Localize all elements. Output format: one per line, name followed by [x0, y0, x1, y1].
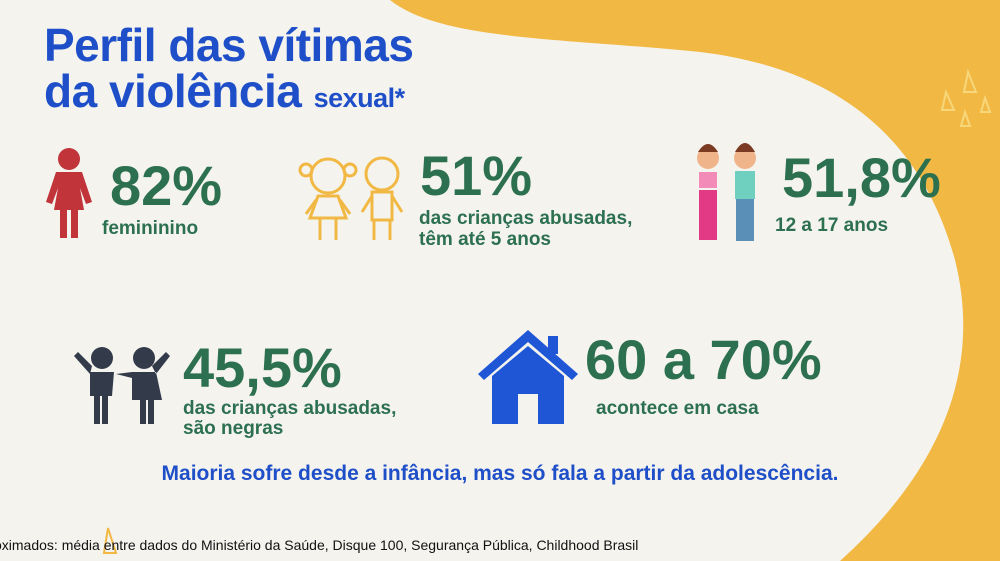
source-footnote: oximados: média entre dados do Ministéri… — [0, 537, 639, 553]
title-line-1: Perfil das vítimas — [44, 19, 414, 71]
page-title: Perfil das vítimas da violência sexual* — [44, 19, 414, 121]
stat-black-children-label-1: das crianças abusadas, — [183, 398, 397, 419]
stat-teen-value: 51,8% — [782, 146, 941, 209]
triangle-decorations — [102, 68, 992, 554]
stat-home-value: 60 a 70% — [585, 328, 822, 391]
stat-children-age-label-2: têm até 5 anos — [419, 229, 551, 250]
stat-female-value: 82% — [110, 154, 223, 217]
title-line-2: da violência — [44, 65, 302, 117]
stat-home-label: acontece em casa — [596, 398, 759, 419]
house-icon — [478, 330, 578, 424]
summary-note: Maioria sofre desde a infância, mas só f… — [161, 462, 839, 485]
stat-children-age-label-1: das crianças abusadas, — [419, 208, 633, 229]
stat-black-children-value: 45,5% — [183, 336, 342, 399]
teenagers-icon — [697, 143, 756, 241]
stat-female-label: femininino — [102, 218, 199, 239]
stat-teen-label: 12 a 17 anos — [775, 215, 889, 236]
children-outline-icon — [298, 156, 404, 240]
female-figure-icon — [46, 148, 92, 238]
title-small-word: sexual* — [313, 83, 406, 113]
stat-black-children-label-2: são negras — [183, 418, 284, 439]
children-silhouette-icon — [74, 347, 170, 424]
stat-children-age-value: 51% — [420, 144, 533, 207]
